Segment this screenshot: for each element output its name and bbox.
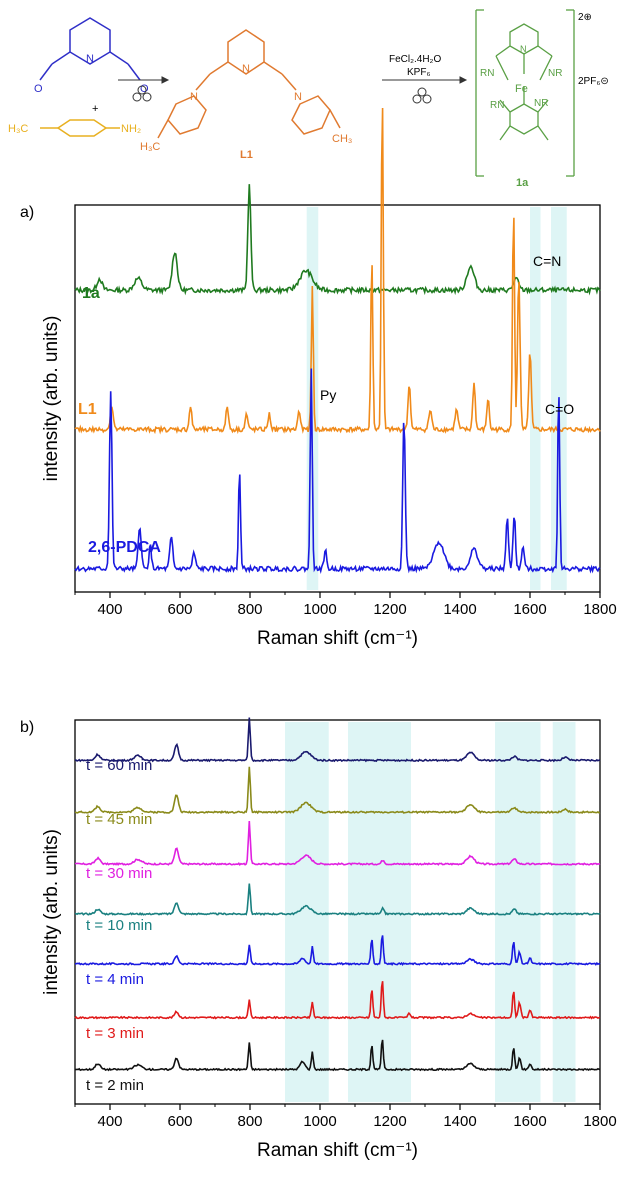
dialdehyde-o-right: O: [140, 83, 149, 95]
x-tick-label: 400: [97, 601, 122, 618]
series-line: [74, 717, 601, 763]
toluidine-ch3-label: H₃C: [8, 123, 28, 135]
highlight-band: [348, 722, 411, 1102]
series-label: 1a: [82, 285, 100, 302]
x-tick-label: 800: [237, 601, 262, 618]
plus-sign: +: [92, 103, 98, 115]
series-label: t = 45 min: [86, 811, 152, 828]
x-tick-label: 800: [237, 1113, 262, 1130]
panel-label: b): [20, 719, 34, 736]
ligand-l1-structure: [157, 29, 341, 139]
series-line: [74, 981, 601, 1020]
x-tick-label: 1200: [373, 601, 406, 618]
toluidine-nh2-label: NH₂: [121, 123, 141, 135]
annotation-label: C=O: [545, 401, 574, 417]
series-label: t = 4 min: [86, 971, 144, 988]
complex-rn-lower: RN: [490, 100, 504, 111]
annotation-label: C=N: [533, 253, 561, 269]
highlight-band: [285, 722, 329, 1102]
plot-frame: [74, 204, 601, 593]
complex-rn-left: RN: [480, 68, 494, 79]
complex-nr-right: NR: [548, 68, 562, 79]
x-axis-label: Raman shift (cm⁻¹): [257, 1140, 418, 1161]
panel-a-chart: 400 600 800 1000 1200 1400 1600 1800 Raman shift…: [20, 107, 617, 649]
x-tick-label: 1000: [303, 601, 336, 618]
ligand-ch3-left: H₃C: [140, 141, 160, 153]
ligand-n-pyridine: N: [242, 63, 250, 75]
complex-1a-label: 1a: [516, 177, 529, 189]
series-line: [74, 184, 601, 296]
series-label: L1: [78, 401, 97, 418]
panel-label: a): [20, 204, 34, 221]
dialdehyde-o-left: O: [34, 83, 43, 95]
complex-n-top: N: [520, 44, 527, 54]
highlight-band: [306, 207, 319, 590]
reaction-arrow-2: [382, 76, 468, 104]
x-tick-label: 1800: [583, 1113, 616, 1130]
series-line: [74, 766, 601, 815]
reaction-scheme: N O O + H₃C NH₂ N N N H₃C CH₃ L1: [8, 9, 609, 189]
complex-nr-lower: NR: [534, 98, 548, 109]
x-tick-label: 1400: [443, 1113, 476, 1130]
series-line: [74, 883, 601, 916]
x-axis-label: Raman shift (cm⁻¹): [257, 628, 418, 649]
series-line: [74, 107, 601, 435]
series-label: t = 10 min: [86, 917, 152, 934]
series-label: t = 30 min: [86, 865, 152, 882]
series-label: t = 2 min: [86, 1077, 144, 1094]
x-tick-label: 1200: [373, 1113, 406, 1130]
x-tick-label: 600: [167, 601, 192, 618]
annotation-label: Py: [320, 387, 336, 403]
x-tick-label: 1000: [303, 1113, 336, 1130]
complex-1a-structure: [475, 9, 575, 177]
highlight-band: [552, 722, 576, 1102]
dialdehyde-n-atom: N: [86, 53, 94, 65]
x-tick-label: 1800: [583, 601, 616, 618]
x-tick-label: 1400: [443, 601, 476, 618]
complex-counterion: 2PF₆⊝: [578, 76, 609, 87]
series-label: 2,6-PDCA: [88, 539, 161, 556]
ligand-n-imine-right: N: [294, 91, 302, 103]
x-tick-label: 1600: [513, 601, 546, 618]
series-label: t = 3 min: [86, 1025, 144, 1042]
y-axis-label: intensity (arb. units): [41, 316, 62, 482]
ligand-ch3-right: CH₃: [332, 133, 352, 145]
plot-frame: [74, 719, 601, 1105]
series-line: [75, 935, 601, 967]
complex-fe-atom: Fe: [515, 83, 528, 95]
panel-b-chart: 400 600 800 1000 1200 1400 1600 1800 Raman shift…: [20, 717, 617, 1161]
reaction-arrow-1: [118, 76, 170, 102]
highlight-band: [530, 207, 541, 590]
series-line: [74, 820, 601, 867]
y-axis-label: intensity (arb. units): [41, 829, 62, 995]
complex-charge: 2⊕: [578, 12, 592, 23]
x-tick-label: 1600: [513, 1113, 546, 1130]
toluidine-structure: [40, 119, 120, 137]
x-tick-label: 600: [167, 1113, 192, 1130]
x-tick-label: 400: [97, 1113, 122, 1130]
series-line: [74, 368, 601, 574]
series-label: t = 60 min: [86, 757, 152, 774]
ligand-n-imine-left: N: [190, 91, 198, 103]
reagent-kpf6: KPF₆: [407, 67, 430, 78]
dialdehyde-structure: [39, 17, 141, 81]
ligand-l1-label: L1: [240, 149, 253, 161]
reagent-fecl2: FeCl₂.4H₂O: [389, 54, 441, 65]
highlight-band: [495, 722, 541, 1102]
series-line: [74, 1039, 601, 1072]
